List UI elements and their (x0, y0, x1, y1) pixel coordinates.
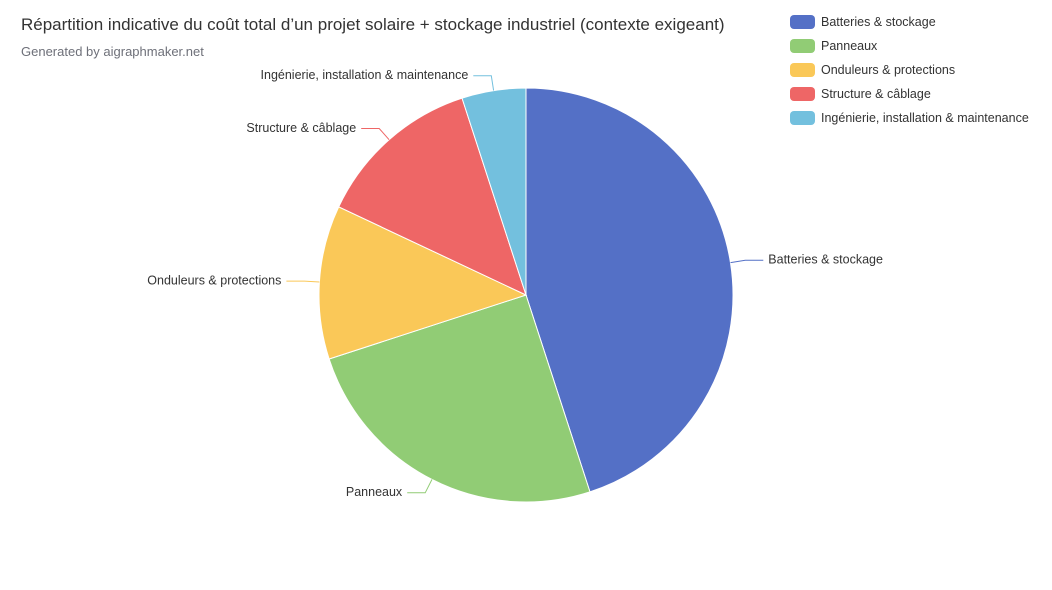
legend-swatch (790, 15, 815, 29)
label-leader-line (361, 128, 390, 141)
pie-slice[interactable] (461, 87, 527, 296)
legend-item[interactable]: Ingénierie, installation & maintenance (790, 106, 1029, 130)
pie-slice[interactable] (338, 97, 527, 296)
legend-swatch (790, 63, 815, 77)
label-leader-line (730, 259, 764, 264)
legend-label: Ingénierie, installation & maintenance (821, 111, 1029, 125)
legend-swatch (790, 39, 815, 53)
chart-title: Répartition indicative du coût total d’u… (21, 15, 725, 34)
legend-swatch (790, 87, 815, 101)
legend: Batteries & stockage Panneaux Onduleurs & … (790, 10, 1029, 130)
label-leader-line (286, 280, 320, 283)
legend-label: Batteries & stockage (821, 15, 936, 29)
slice-label: Onduleurs & protections (147, 273, 281, 287)
legend-label: Onduleurs & protections (821, 63, 956, 77)
legend-item[interactable]: Structure & câblage (790, 82, 1029, 106)
legend-swatch (790, 111, 815, 125)
label-leader-line (473, 75, 495, 91)
slice-label: Ingénierie, installation & maintenance (261, 68, 469, 82)
legend-item[interactable]: Panneaux (790, 34, 1029, 58)
chart-subtitle: Generated by aigraphmaker.net (21, 44, 204, 59)
legend-item[interactable]: Onduleurs & protections (790, 58, 1029, 82)
legend-item[interactable]: Batteries & stockage (790, 10, 1029, 34)
legend-label: Panneaux (821, 39, 878, 53)
slice-label: Batteries & stockage (768, 253, 883, 267)
legend-label: Structure & câblage (821, 87, 931, 101)
pie-slice[interactable] (318, 206, 528, 360)
pie-slice[interactable] (525, 87, 734, 493)
slice-label: Panneaux (346, 485, 403, 499)
label-leader-line (407, 479, 433, 494)
slice-label: Structure & câblage (246, 121, 356, 135)
